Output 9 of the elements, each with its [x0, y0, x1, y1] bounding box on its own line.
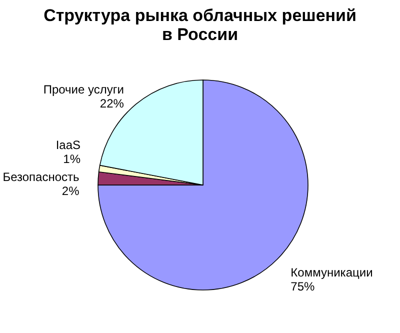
chart-title: Структура рынка облачных решений в России: [44, 6, 356, 44]
slice-label: Прочие услуги: [43, 82, 124, 96]
data-label: 22%: [100, 96, 124, 110]
data-label: 75%: [290, 280, 316, 294]
slice-label: IaaS: [56, 138, 81, 152]
data-label: 2%: [62, 184, 80, 198]
slice-label: Безопасность: [2, 170, 80, 184]
data-label: 1%: [63, 152, 81, 166]
slice-label: Коммуникации: [290, 266, 373, 280]
